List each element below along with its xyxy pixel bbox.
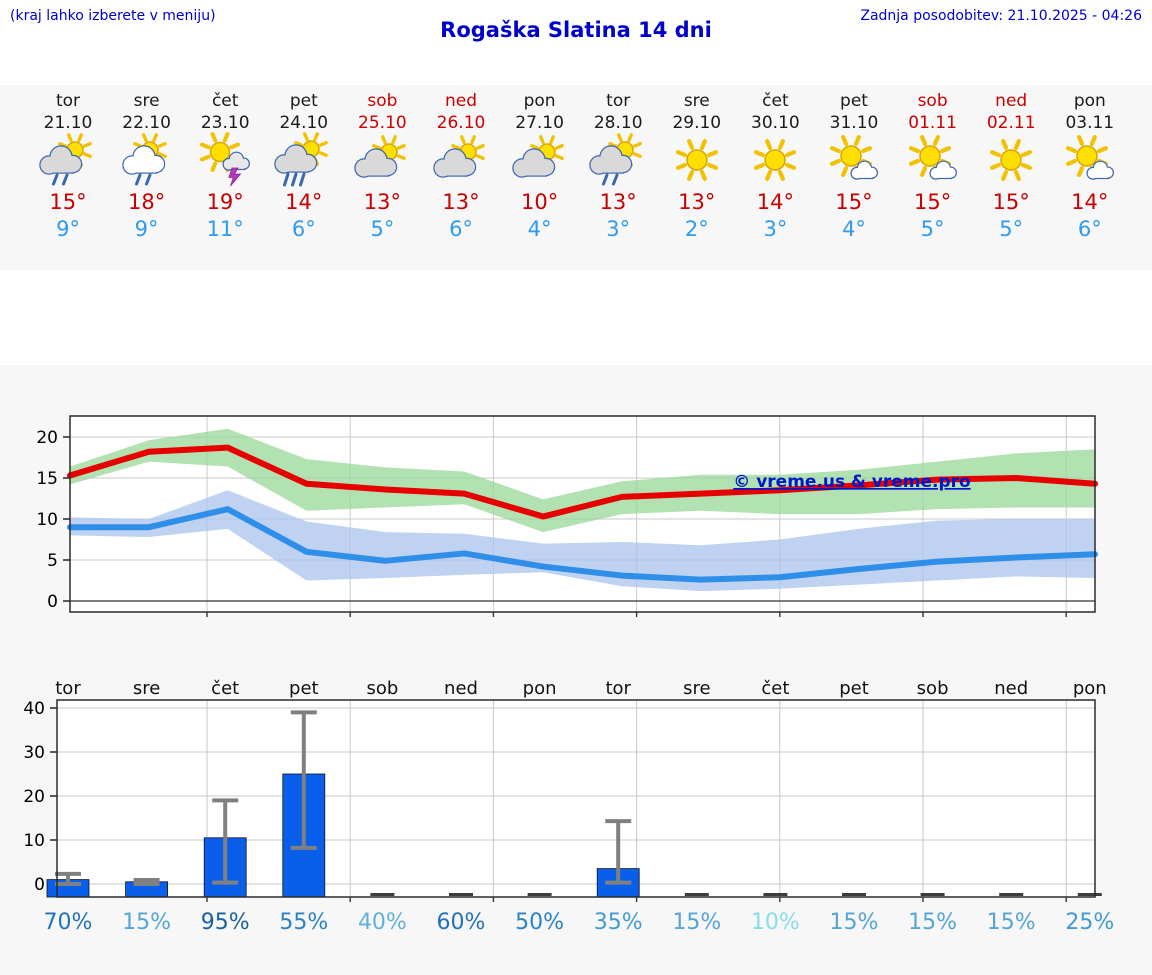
- min-temperature: 4°: [527, 217, 552, 241]
- day-date: 24.10: [279, 113, 329, 133]
- day-name: sre: [133, 91, 160, 111]
- min-temperature: 11°: [206, 217, 244, 241]
- temperature-chart-title: Temperatura (°C): [493, 745, 659, 767]
- forecast-day-column[interactable]: čet 30.10 14° 3°: [735, 85, 815, 243]
- sunny-icon: [667, 136, 727, 188]
- day-date: 27.10: [515, 113, 564, 133]
- sun-cloud-icon: [352, 135, 412, 188]
- last-update: Zadnja posodobitev: 21.10.2025 - 04:26: [860, 8, 1142, 24]
- min-temperature: 5°: [920, 217, 945, 241]
- max-temperature: 15°: [913, 190, 952, 214]
- max-temperature: 15°: [49, 190, 87, 214]
- day-date: 21.10: [43, 113, 93, 133]
- charts-section: Temperatura (°C) Količina padavin (mm) /…: [0, 365, 1152, 975]
- day-name: tor: [55, 91, 81, 111]
- day-name: tor: [606, 91, 631, 111]
- max-temperature: 15°: [835, 190, 873, 214]
- forecast-day-column[interactable]: pet 24.10 14° 6°: [264, 85, 344, 243]
- max-temperature: 18°: [127, 190, 166, 214]
- min-temperature: 5°: [370, 217, 395, 241]
- day-name: ned: [995, 91, 1028, 111]
- sun-cloud-rain-icon: [38, 133, 98, 188]
- day-name: sob: [367, 91, 398, 111]
- max-temperature: 10°: [520, 190, 559, 214]
- day-name: sob: [917, 91, 948, 111]
- forecast-day-column[interactable]: ned 26.10 13° 6°: [421, 85, 501, 243]
- forecast-day-column[interactable]: pon 27.10 10° 4°: [500, 85, 580, 243]
- sun-smallcloud-icon: [1060, 134, 1120, 188]
- sun-cloud-heavyrain-icon: [274, 132, 334, 188]
- sun-cloud-thunder-icon: [195, 132, 255, 188]
- page-title: Rogaška Slatina 14 dni: [440, 18, 712, 42]
- max-temperature: 13°: [442, 190, 480, 214]
- day-date: 30.10: [751, 113, 800, 133]
- day-date: 31.10: [829, 113, 879, 133]
- max-temperature: 13°: [363, 190, 401, 214]
- max-temperature: 14°: [285, 190, 323, 214]
- sun-smallcloud-icon: [903, 134, 963, 188]
- max-temperature: 19°: [206, 190, 244, 214]
- forecast-day-column[interactable]: pet 31.10 15° 4°: [814, 85, 894, 243]
- min-temperature: 9°: [56, 217, 80, 241]
- day-name: pet: [289, 91, 318, 111]
- day-name: pon: [523, 91, 556, 111]
- forecast-day-column[interactable]: sre 22.10 18° 9°: [107, 85, 187, 243]
- day-name: pon: [1073, 91, 1106, 111]
- day-date: 23.10: [200, 113, 250, 133]
- forecast-strip: tor 21.10 15° 9° sre 22.10 18° 9° čet 23.10 19° 11°…: [0, 85, 1152, 270]
- min-temperature: 9°: [134, 217, 159, 241]
- day-name: čet: [211, 91, 239, 111]
- max-temperature: 13°: [599, 190, 637, 214]
- forecast-day-column[interactable]: sob 01.11 15° 5°: [893, 85, 973, 243]
- max-temperature: 14°: [1071, 190, 1109, 214]
- max-temperature: 15°: [992, 190, 1030, 214]
- sunny-icon: [745, 136, 805, 188]
- day-name: sre: [683, 91, 710, 111]
- sun-cloud-icon: [510, 135, 570, 188]
- min-temperature: 2°: [684, 217, 709, 241]
- sun-cloud-icon: [431, 135, 491, 188]
- forecast-day-column[interactable]: tor 28.10 13° 3°: [578, 85, 658, 243]
- forecast-day-column[interactable]: pon 03.11 14° 6°: [1050, 85, 1130, 243]
- sunny-icon: [981, 136, 1041, 188]
- min-temperature: 6°: [449, 217, 473, 241]
- min-temperature: 3°: [606, 217, 631, 241]
- forecast-day-column[interactable]: čet 23.10 19° 11°: [185, 85, 265, 243]
- day-date: 02.11: [986, 113, 1036, 133]
- forecast-day-column[interactable]: tor 21.10 15° 9°: [28, 85, 108, 243]
- location-hint: (kraj lahko izberete v meniju): [10, 8, 216, 24]
- day-name: pet: [840, 91, 868, 111]
- max-temperature: 14°: [756, 190, 794, 214]
- forecast-day-column[interactable]: sob 25.10 13° 5°: [342, 85, 422, 243]
- day-date: 26.10: [436, 113, 486, 133]
- min-temperature: 6°: [1077, 217, 1102, 241]
- sun-whitecloud-rain-icon: [117, 133, 177, 188]
- day-date: 01.11: [908, 113, 957, 133]
- day-name: čet: [762, 91, 789, 111]
- min-temperature: 6°: [291, 217, 316, 241]
- day-date: 28.10: [593, 113, 643, 133]
- day-date: 22.10: [122, 113, 171, 133]
- forecast-day-column[interactable]: sre 29.10 13° 2°: [657, 85, 737, 243]
- min-temperature: 4°: [842, 217, 866, 241]
- min-temperature: 3°: [763, 217, 788, 241]
- forecast-day-column[interactable]: ned 02.11 15° 5°: [971, 85, 1051, 243]
- max-temperature: 13°: [678, 190, 716, 214]
- day-name: ned: [444, 91, 478, 111]
- day-date: 29.10: [672, 113, 722, 133]
- sun-cloud-rain-icon: [588, 133, 648, 188]
- day-date: 25.10: [358, 113, 407, 133]
- day-date: 03.11: [1065, 113, 1115, 133]
- sun-smallcloud-icon: [824, 134, 884, 188]
- min-temperature: 5°: [999, 217, 1024, 241]
